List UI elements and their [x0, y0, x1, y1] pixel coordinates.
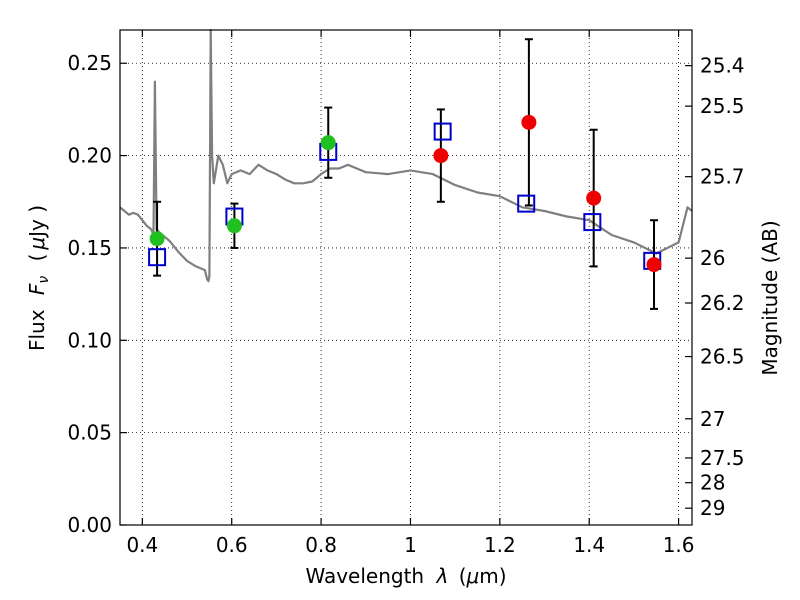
model-photometry-point — [433, 122, 452, 141]
magnitude-tick-label: 25.4 — [700, 54, 745, 78]
y-tick-label: 0.25 — [67, 51, 112, 75]
observed-photometry-point — [521, 114, 537, 130]
x-tick-label: 0.4 — [126, 533, 158, 557]
observed-photometry-point — [586, 190, 602, 206]
error-bars-layer — [153, 38, 659, 310]
observed-photometry-point — [320, 135, 336, 151]
magnitude-axis-label: Magnitude (AB) — [758, 220, 782, 375]
magnitude-tick-label: 27.5 — [700, 446, 745, 470]
observed-photometry-layer — [149, 114, 662, 273]
y-tick-label: 0.05 — [67, 421, 112, 445]
x-tick-label: 1.6 — [663, 533, 695, 557]
x-axis-label: Wavelength λ (μm) — [305, 564, 506, 588]
y-tick-label: 0.00 — [67, 513, 112, 537]
x-tick-label: 1.4 — [573, 533, 605, 557]
model-photometry-point — [583, 213, 602, 232]
y-tick-label: 0.10 — [67, 328, 112, 352]
y-axis-label: Flux Fν (μJy ) — [25, 205, 53, 351]
magnitude-tick-label: 25.7 — [700, 165, 745, 189]
tick-labels: 0.4 0.6 0.8 1 1.2 1.4 1.6 0.00 0.05 0.10 0.15 0.20 0… — [67, 51, 744, 557]
plot-frame — [119, 29, 693, 526]
x-tick-label: 1 — [404, 533, 417, 557]
magnitude-tick-label: 29 — [700, 496, 725, 520]
model-photometry-point — [148, 248, 167, 267]
observed-photometry-point — [646, 257, 662, 273]
observed-photometry-point — [149, 231, 165, 247]
magnitude-tick-label: 26 — [700, 246, 725, 270]
x-tick-label: 1.2 — [484, 533, 516, 557]
observed-photometry-point — [226, 218, 242, 234]
observed-photometry-point — [433, 148, 449, 164]
tick-marks — [120, 30, 692, 526]
magnitude-tick-label: 27 — [700, 407, 725, 431]
x-tick-label: 0.6 — [216, 533, 248, 557]
model-photometry-point — [517, 194, 536, 213]
magnitude-tick-label: 25.5 — [700, 94, 745, 118]
y-tick-label: 0.15 — [67, 236, 112, 260]
x-tick-label: 0.8 — [305, 533, 337, 557]
magnitude-tick-label: 28 — [700, 471, 725, 495]
model-photometry-layer — [148, 122, 662, 270]
model-sed-layer — [119, 28, 693, 283]
y-tick-label: 0.20 — [67, 144, 112, 168]
magnitude-tick-label: 26.2 — [700, 291, 745, 315]
model-sed-curve — [119, 28, 693, 283]
magnitude-tick-label: 26.5 — [700, 345, 745, 369]
plot-border — [119, 29, 693, 526]
